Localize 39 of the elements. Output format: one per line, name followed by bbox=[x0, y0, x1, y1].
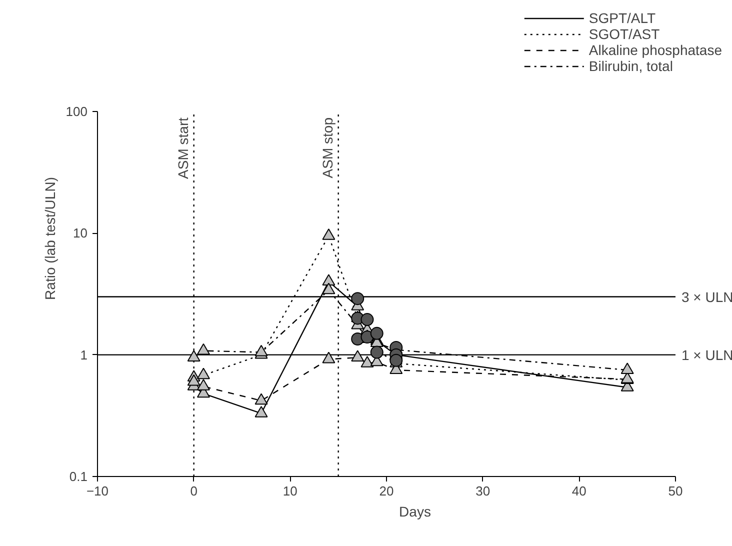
point bbox=[187, 374, 200, 386]
y-tick-label: 1 bbox=[80, 347, 88, 362]
y-tick-label: 100 bbox=[66, 104, 88, 119]
legend-label: SGOT/AST bbox=[588, 26, 660, 42]
point bbox=[254, 406, 268, 418]
point bbox=[322, 228, 336, 240]
point bbox=[351, 292, 364, 306]
point bbox=[196, 378, 210, 390]
point bbox=[196, 343, 210, 355]
point bbox=[351, 350, 364, 362]
x-tick-label: 20 bbox=[379, 484, 394, 498]
legend-label: Bilirubin, total bbox=[588, 58, 673, 74]
point bbox=[322, 282, 336, 294]
y-axis-title: Ratio (lab test/ULN) bbox=[42, 177, 58, 300]
point bbox=[196, 368, 210, 380]
x-tick-label: −10 bbox=[86, 484, 109, 498]
point bbox=[322, 274, 336, 286]
point bbox=[620, 362, 634, 374]
legend-label: Alkaline phosphatase bbox=[588, 42, 722, 58]
y-tick-label: 10 bbox=[73, 226, 88, 241]
ref-line-label: ASM start bbox=[174, 117, 191, 179]
x-tick-label: 0 bbox=[190, 484, 198, 498]
x-tick-label: 40 bbox=[572, 484, 586, 498]
legend-label: SGPT/ALT bbox=[588, 10, 656, 26]
point bbox=[360, 356, 374, 368]
point bbox=[254, 344, 268, 356]
point bbox=[322, 352, 336, 364]
ref-line-label: ASM stop bbox=[319, 117, 336, 178]
ref-line-label: 3 × ULN bbox=[682, 288, 732, 305]
x-tick-label: 50 bbox=[668, 484, 683, 498]
y-tick-label: 0.1 bbox=[69, 469, 88, 484]
x-tick-label: 10 bbox=[282, 484, 298, 498]
point bbox=[370, 326, 384, 340]
x-tick-label: 30 bbox=[476, 484, 490, 498]
ref-line-label: 1 × ULN bbox=[682, 346, 732, 363]
point bbox=[254, 393, 268, 405]
x-axis-title: Days bbox=[399, 504, 431, 520]
point bbox=[187, 350, 200, 362]
point bbox=[370, 346, 384, 359]
